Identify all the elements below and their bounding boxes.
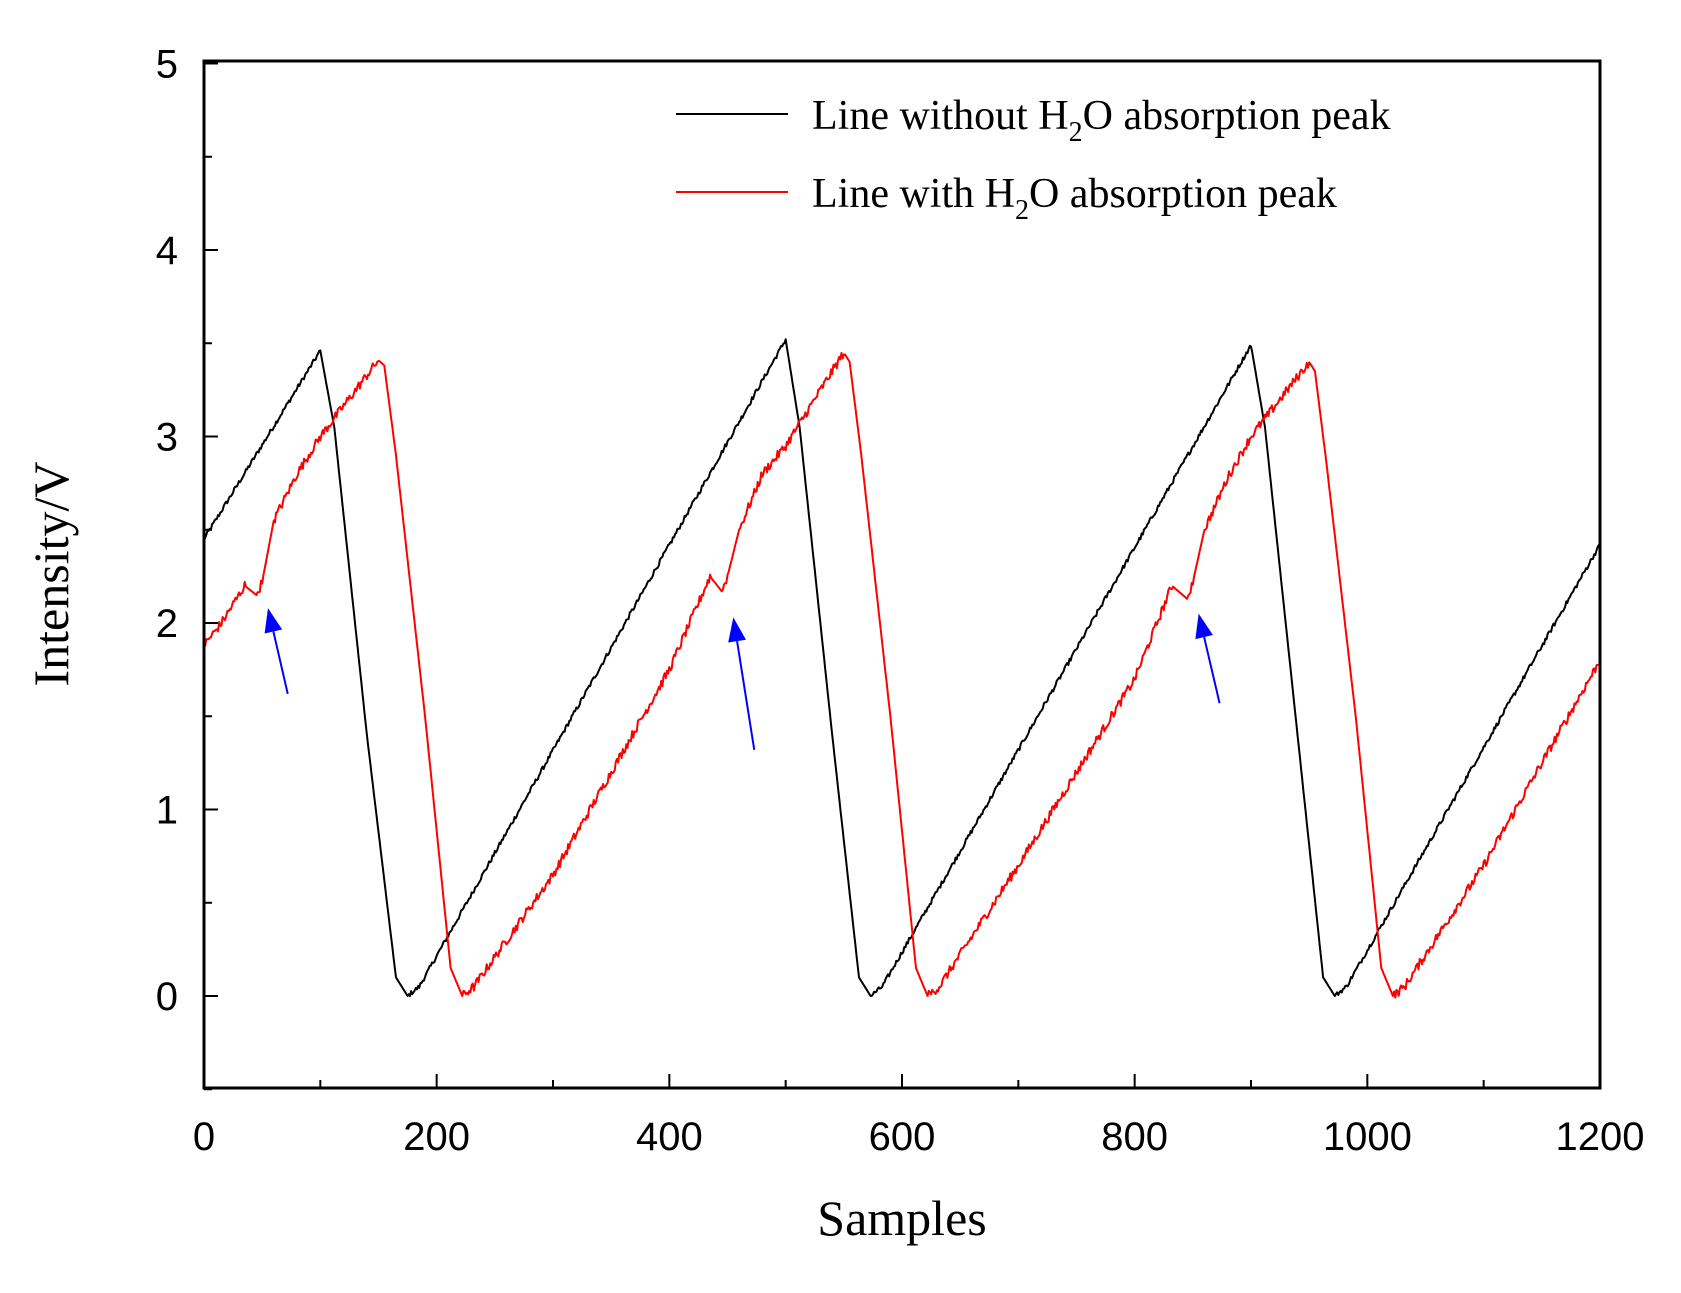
axis-ticks [203,62,1601,1091]
legend-label-with-prefix: Line with H [812,171,1015,217]
legend-label-with-subscript: 2 [1015,195,1029,226]
arrow-shaft [272,631,289,695]
y-tick-label: 0 [156,975,178,1019]
x-tick-label: 1200 [1556,1115,1645,1159]
x-tick-label: 600 [869,1115,936,1159]
y-tick-label: 1 [156,789,178,833]
arrow-shaft [1203,636,1221,704]
legend-label-without: Line without H2O absorption peak [812,93,1391,148]
arrow-head [1195,613,1213,640]
tick-labels: 0 200 400 600 800 1000 1200 0 1 2 3 4 5 [156,43,1645,1160]
legend-label-without-suffix: O absorption peak [1083,93,1391,139]
legend-label-with-suffix: O absorption peak [1029,171,1337,217]
y-axis-title: Intensity/V [23,462,79,687]
series-line-without-h2o [203,338,1601,998]
x-axis-title: Samples [817,1190,986,1246]
annotation-arrow-2 [728,617,756,750]
series-line-with-h2o [203,351,1601,999]
x-tick-label: 200 [403,1115,470,1159]
y-tick-label: 2 [156,602,178,646]
x-tick-label: 400 [636,1115,703,1159]
arrow-head [264,608,283,634]
x-tick-label: 1000 [1323,1115,1412,1159]
annotation-arrows [264,608,1221,750]
series-layer [203,338,1601,999]
legend-label-without-subscript: 2 [1069,117,1083,148]
x-tick-label: 800 [1101,1115,1168,1159]
legend: Line without H2O absorption peak Line wi… [676,93,1391,226]
annotation-arrow-1 [264,608,289,695]
x-tick-label: 0 [193,1115,215,1159]
arrow-shaft [736,640,756,750]
arrow-head [728,617,746,643]
y-tick-label: 3 [156,416,178,460]
y-tick-label: 5 [156,43,178,87]
y-tick-label: 4 [156,229,178,273]
annotation-arrow-3 [1195,613,1221,704]
legend-label-with: Line with H2O absorption peak [812,171,1337,226]
legend-label-without-prefix: Line without H [812,93,1069,139]
